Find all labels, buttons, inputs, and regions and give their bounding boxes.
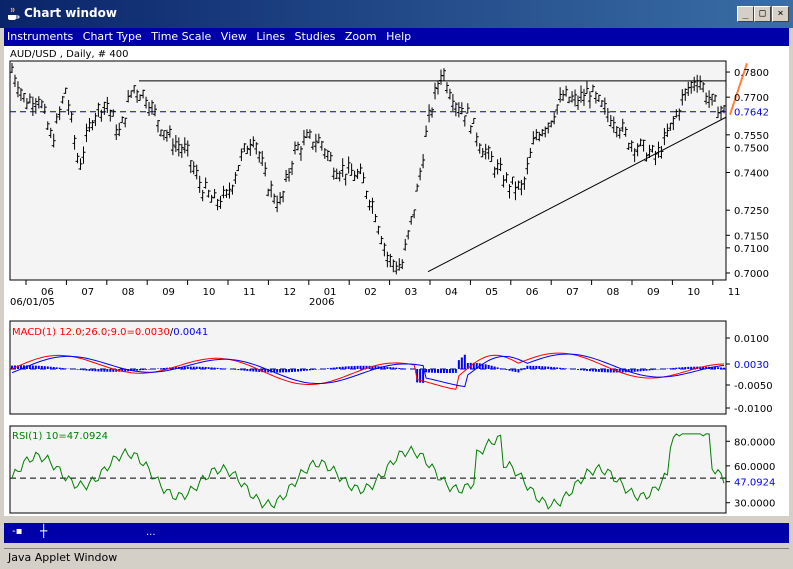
x-tick-label: 08 bbox=[122, 287, 135, 298]
x-tick-label: 02 bbox=[364, 287, 377, 298]
zoom-tool-icon[interactable]: -▪ bbox=[12, 526, 23, 537]
crosshair-tool-icon[interactable]: ┼ bbox=[40, 524, 48, 538]
y-tick-label: 0.7000 bbox=[734, 269, 769, 280]
x-tick-label: 09 bbox=[162, 287, 175, 298]
rsi-panel bbox=[9, 425, 727, 514]
price-panel bbox=[9, 60, 727, 281]
menu-time-scale[interactable]: Time Scale bbox=[151, 30, 212, 43]
price-bars bbox=[10, 62, 726, 275]
rsi-tick-label: 80.0000 bbox=[734, 437, 775, 448]
macd-tick-label: -0.0050 bbox=[734, 381, 773, 392]
x-tick-label: 11 bbox=[728, 287, 741, 298]
x-tick-label: 03 bbox=[405, 287, 418, 298]
menu-bar: Instruments Chart Type Time Scale View L… bbox=[4, 28, 789, 46]
macd-tick-label: -0.0100 bbox=[734, 404, 773, 415]
rsi-tick-label: 47.0924 bbox=[734, 478, 775, 489]
price-chart[interactable]: AUD/USD , Daily, # 400 0.7800 0.7700 0.755… bbox=[4, 46, 789, 516]
minimize-button[interactable]: _ bbox=[737, 6, 754, 22]
close-button[interactable]: × bbox=[772, 6, 789, 22]
x-tick-label: 04 bbox=[445, 287, 458, 298]
rsi-tick-label: 30.0000 bbox=[734, 499, 775, 510]
x-tick-label: 11 bbox=[243, 287, 256, 298]
breakout-arrow-line bbox=[729, 62, 748, 116]
status-bar: Java Applet Window bbox=[4, 548, 789, 567]
x-tick-label: 05 bbox=[485, 287, 498, 298]
support-trendline bbox=[427, 116, 727, 273]
menu-chart-type[interactable]: Chart Type bbox=[82, 30, 142, 43]
y-tick-label: 0.7400 bbox=[734, 169, 769, 180]
y-tick-label: 0.7500 bbox=[734, 143, 769, 154]
maximize-button[interactable]: □ bbox=[754, 6, 771, 22]
x-tick-label: 07 bbox=[566, 287, 579, 298]
x-tick-label: 07 bbox=[81, 287, 94, 298]
macd-line bbox=[11, 352, 725, 390]
menu-instruments[interactable]: Instruments bbox=[7, 30, 74, 43]
x-tick-label: 10 bbox=[203, 287, 216, 298]
date-label: 06/01/05 bbox=[10, 297, 55, 308]
menu-help[interactable]: Help bbox=[386, 30, 412, 43]
x-tick-label: 01 bbox=[324, 287, 337, 298]
macd-plot: 0.0100 0.0030 -0.0050 -0.0100 bbox=[10, 334, 773, 415]
price-lines bbox=[10, 62, 748, 273]
x-tick-label: 09 bbox=[647, 287, 660, 298]
price-x-axis: 06 07 08 09 10 11 12 01 02 03 04 05 06 07 08 09 10 11 bbox=[25, 280, 741, 298]
y-tick-label: 0.7250 bbox=[734, 206, 769, 217]
macd-tick-label: 0.0100 bbox=[734, 334, 769, 345]
x-tick-label: 10 bbox=[687, 287, 700, 298]
menu-view[interactable]: View bbox=[220, 30, 247, 43]
menu-lines[interactable]: Lines bbox=[256, 30, 286, 43]
macd-signal-line bbox=[11, 353, 725, 388]
menu-zoom[interactable]: Zoom bbox=[344, 30, 377, 43]
rsi-plot: 80.0000 60.0000 47.0924 30.0000 bbox=[10, 433, 775, 510]
title-bar: Chart window _ □ × bbox=[0, 0, 793, 28]
more-indicator: ... bbox=[146, 527, 156, 538]
x-tick-label: 12 bbox=[283, 287, 296, 298]
rsi-line bbox=[11, 433, 725, 510]
macd-tick-label: 0.0030 bbox=[734, 360, 769, 371]
current-price-label: 0.7642 bbox=[734, 108, 769, 119]
x-tick-label: 08 bbox=[607, 287, 620, 298]
price-header: AUD/USD , Daily, # 400 bbox=[10, 49, 128, 60]
window-title: Chart window bbox=[24, 6, 117, 20]
macd-label: MACD(1) 12.0;26.0;9.0=0.0030/0.0041 bbox=[12, 327, 208, 338]
y-tick-label: 0.7700 bbox=[734, 93, 769, 104]
java-cup-icon bbox=[8, 7, 20, 20]
x-tick-label: 06 bbox=[526, 287, 539, 298]
y-tick-label: 0.7100 bbox=[734, 244, 769, 255]
y-tick-label: 0.7150 bbox=[734, 231, 769, 242]
year-label: 2006 bbox=[309, 297, 334, 308]
bottom-toolbar: -▪ ┼ ... bbox=[4, 523, 789, 543]
x-tick-label: 06 bbox=[41, 287, 54, 298]
status-text: Java Applet Window bbox=[8, 551, 118, 564]
menu-studies[interactable]: Studies bbox=[294, 30, 336, 43]
chart-area: AUD/USD , Daily, # 400 0.7800 0.7700 0.755… bbox=[4, 46, 789, 516]
y-tick-label: 0.7800 bbox=[734, 68, 769, 79]
rsi-tick-label: 60.0000 bbox=[734, 462, 775, 473]
y-tick-label: 0.7550 bbox=[734, 131, 769, 142]
rsi-label: RSI(1) 10=47.0924 bbox=[12, 431, 108, 442]
